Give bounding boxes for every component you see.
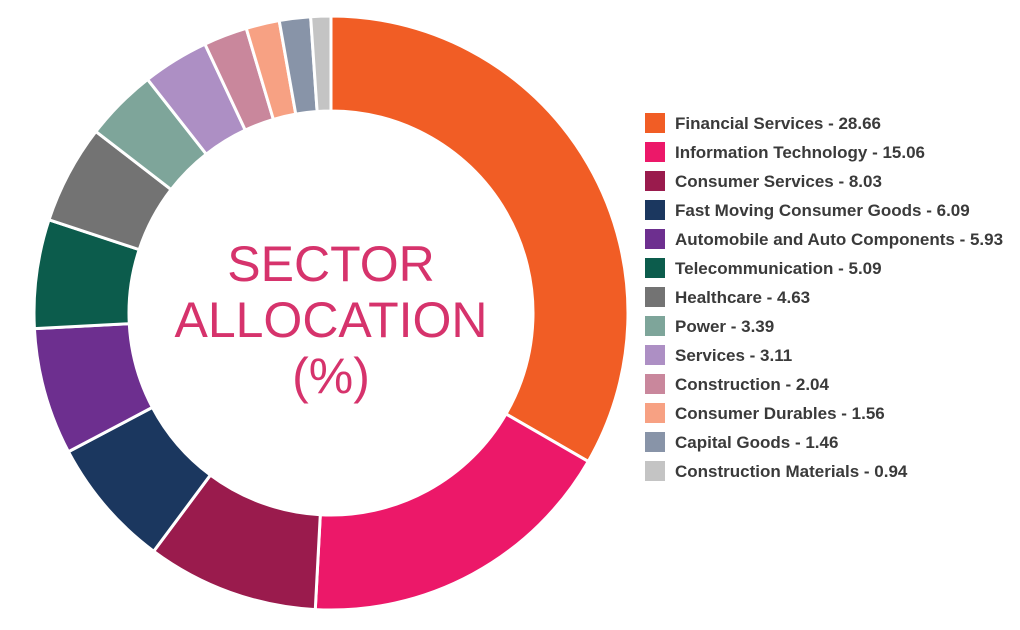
legend-label: Consumer Durables - 1.56	[675, 404, 885, 423]
legend-swatch	[645, 200, 665, 220]
legend-label: Telecommunication - 5.09	[675, 259, 882, 278]
chart-center-title: SECTOR ALLOCATION (%)	[171, 236, 491, 404]
center-title-line-2: ALLOCATION	[174, 292, 488, 348]
slice-information-technology	[313, 411, 591, 612]
legend-label: Construction Materials - 0.94	[675, 462, 908, 481]
legend-item: Fast Moving Consumer Goods - 6.09	[645, 199, 1015, 223]
legend-item: Consumer Durables - 1.56	[645, 402, 1015, 426]
legend-item: Construction - 2.04	[645, 373, 1015, 397]
legend-label: Capital Goods - 1.46	[675, 433, 839, 452]
legend-swatch	[645, 432, 665, 452]
legend-item: Automobile and Auto Components - 5.93	[645, 228, 1015, 252]
legend-swatch	[645, 287, 665, 307]
legend-item: Construction Materials - 0.94	[645, 460, 1015, 484]
center-title-line-3: (%)	[292, 348, 370, 404]
legend-item: Telecommunication - 5.09	[645, 257, 1015, 281]
chart-legend: Financial Services - 28.66 Information Te…	[645, 112, 1015, 489]
legend-swatch	[645, 345, 665, 365]
legend-swatch	[645, 316, 665, 336]
legend-swatch	[645, 258, 665, 278]
legend-label: Power - 3.39	[675, 317, 775, 336]
slice-financial-services	[329, 14, 630, 464]
legend-swatch	[645, 403, 665, 423]
legend-label: Fast Moving Consumer Goods - 6.09	[675, 201, 970, 220]
legend-swatch	[645, 113, 665, 133]
legend-label: Healthcare - 4.63	[675, 288, 811, 307]
legend-item: Financial Services - 28.66	[645, 112, 1015, 136]
center-title-line-1: SECTOR	[227, 236, 435, 292]
legend-label: Financial Services - 28.66	[675, 114, 882, 133]
legend-item: Services - 3.11	[645, 344, 1015, 368]
legend-item: Healthcare - 4.63	[645, 286, 1015, 310]
legend-label: Construction - 2.04	[675, 375, 829, 394]
legend-swatch	[645, 461, 665, 481]
legend-label: Information Technology - 15.06	[675, 143, 925, 162]
legend-swatch	[645, 142, 665, 162]
legend-swatch	[645, 171, 665, 191]
legend-item: Information Technology - 15.06	[645, 141, 1015, 165]
legend-swatch	[645, 374, 665, 394]
slice-construction-materials	[309, 14, 333, 114]
legend-item: Capital Goods - 1.46	[645, 431, 1015, 455]
donut-slices	[32, 14, 630, 612]
legend-label: Automobile and Auto Components - 5.93	[675, 230, 1004, 249]
legend-item: Consumer Services - 8.03	[645, 170, 1015, 194]
legend-swatch	[645, 229, 665, 249]
legend-item: Power - 3.39	[645, 315, 1015, 339]
legend-label: Consumer Services - 8.03	[675, 172, 882, 191]
legend-label: Services - 3.11	[675, 346, 793, 365]
